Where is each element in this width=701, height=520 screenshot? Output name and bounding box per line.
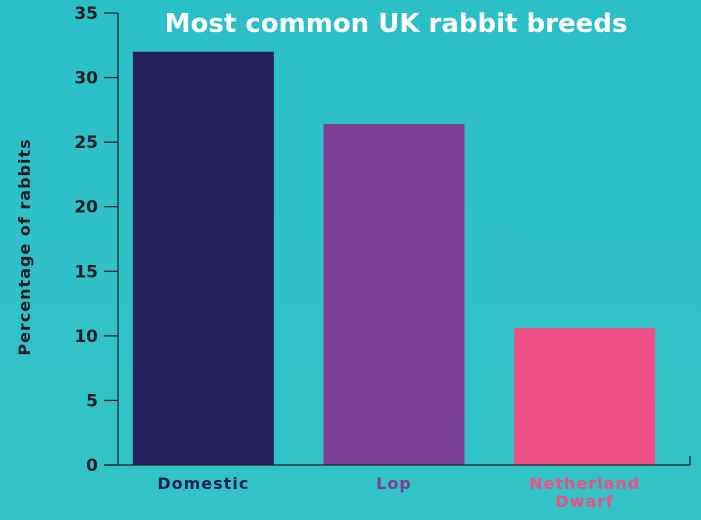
y-tick-label: 35 [74,4,98,24]
bar-lop [323,124,465,465]
x-tick-label: Domestic [157,474,249,493]
y-tick-label: 0 [86,456,98,476]
y-tick-label: 25 [74,133,98,153]
y-tick-label: 10 [74,327,98,347]
y-axis-label: Percentage of rabbits [15,138,34,355]
bar-netherland-dwarf [514,328,656,465]
x-tick-label: Netherland Dwarf [529,474,640,511]
x-tick-label: Lop [376,474,412,493]
chart-title: Most common UK rabbit breeds [165,9,628,39]
y-tick-label: 20 [74,198,98,218]
bar-domestic [132,51,274,465]
y-tick-label: 5 [86,391,98,411]
y-tick-label: 15 [74,262,98,282]
plot-area: Domestic Lop Netherland Dwarf 0 5 10 15 20 25 30 35 [74,4,691,511]
y-tick-label: 30 [74,69,98,89]
